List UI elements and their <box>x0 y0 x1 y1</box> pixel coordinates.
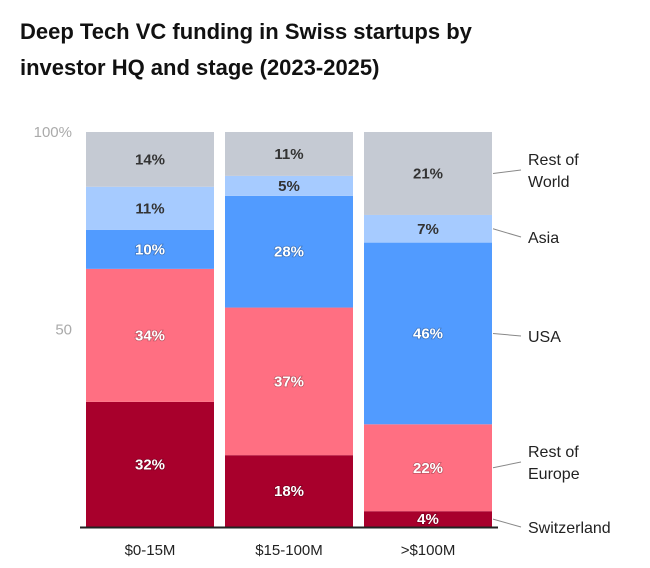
data-label: 34% <box>135 327 165 344</box>
legend-label: Rest of <box>528 152 579 169</box>
bar-segment-asia <box>86 186 214 230</box>
bar-segment-usa <box>225 195 353 308</box>
data-label: 11% <box>135 200 164 217</box>
legend-connector <box>492 228 522 238</box>
legend-connector <box>492 332 522 337</box>
bar-segment-rest-of-world <box>86 132 214 187</box>
bar-segment-asia <box>225 175 353 196</box>
bar-segment-switzerland <box>86 401 214 527</box>
legend-label: Asia <box>528 230 559 247</box>
y-tick-label: 50 <box>55 322 72 339</box>
y-tick-label: 100% <box>34 124 72 141</box>
bar-segment-rest-of-world <box>225 132 353 176</box>
legend-label: USA <box>528 329 561 346</box>
x-tick-label: >$100M <box>401 542 456 559</box>
legend-label: Rest of <box>528 444 579 461</box>
data-label: 21% <box>413 165 443 182</box>
x-tick-label: $15-100M <box>255 542 323 559</box>
data-label: 14% <box>135 151 165 168</box>
legend-label: Switzerland <box>528 520 611 537</box>
bar-segment-rest-of-europe <box>86 268 214 402</box>
chart-title: Deep Tech VC funding in Swiss startups b… <box>20 14 640 86</box>
legend-connector <box>492 461 522 469</box>
legend-label: Europe <box>528 466 580 483</box>
bar-segment-usa <box>364 242 492 425</box>
data-label: 18% <box>274 483 304 500</box>
bar-segment-switzerland <box>364 511 492 527</box>
bar-segment-rest-of-world <box>364 132 492 215</box>
data-label: 7% <box>417 221 439 238</box>
bar-segment-switzerland <box>225 455 353 527</box>
data-label: 32% <box>135 456 165 473</box>
legend-label: World <box>528 174 570 191</box>
data-label: 5% <box>278 178 300 195</box>
data-label: 10% <box>135 241 165 258</box>
legend-connector <box>492 518 522 528</box>
data-label: 4% <box>417 511 439 528</box>
bar-segment-rest-of-europe <box>225 307 353 456</box>
legend-connector <box>492 169 522 174</box>
data-label: 37% <box>274 373 304 390</box>
data-label: 28% <box>274 244 304 261</box>
bar-segment-asia <box>364 214 492 243</box>
data-label: 46% <box>413 325 443 342</box>
chart-title-line-2: investor HQ and stage (2023-2025) <box>20 55 380 80</box>
bar-segment-usa <box>86 229 214 269</box>
x-tick-label: $0-15M <box>125 542 176 559</box>
data-label: 11% <box>274 146 303 163</box>
chart-title-line-1: Deep Tech VC funding in Swiss startups b… <box>20 19 472 44</box>
data-label: 22% <box>413 460 443 477</box>
bar-segment-rest-of-europe <box>364 424 492 512</box>
